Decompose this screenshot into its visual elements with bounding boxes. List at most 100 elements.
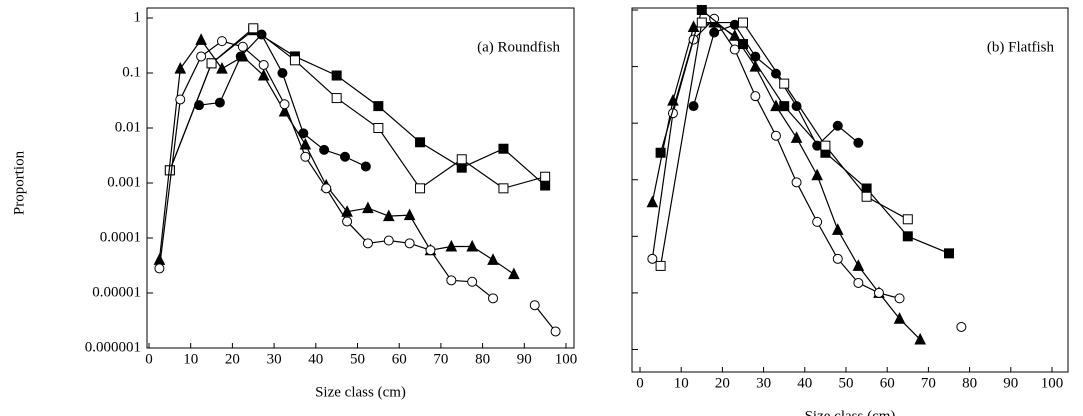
panel-title: (a) Roundfish xyxy=(477,39,560,55)
marker xyxy=(729,44,740,55)
x-tick-label: 70 xyxy=(921,375,936,391)
y-tick-label: 0.1 xyxy=(122,64,141,80)
x-tick-label: 0 xyxy=(636,375,644,391)
x-tick-label: 30 xyxy=(267,351,282,367)
x-tick-label: 50 xyxy=(350,351,365,367)
marker xyxy=(893,312,906,324)
marker xyxy=(750,91,761,102)
marker xyxy=(216,36,227,47)
marker xyxy=(383,235,394,246)
x-tick-label: 70 xyxy=(433,351,448,367)
x-tick-label: 80 xyxy=(475,351,490,367)
marker xyxy=(646,195,659,208)
marker xyxy=(647,253,658,264)
marker xyxy=(195,33,207,45)
marker xyxy=(339,151,350,162)
marker xyxy=(728,29,741,41)
x-tick-label: 90 xyxy=(517,351,532,367)
marker xyxy=(256,29,267,40)
marker xyxy=(861,183,872,194)
marker xyxy=(467,276,478,287)
x-tick-label: 30 xyxy=(756,375,771,391)
series-line xyxy=(660,8,950,254)
marker xyxy=(153,253,166,265)
marker xyxy=(277,68,288,78)
marker xyxy=(487,253,499,265)
x-tick-label: 80 xyxy=(962,375,977,391)
marker xyxy=(206,58,217,69)
marker xyxy=(729,19,740,30)
plot-frame xyxy=(631,7,1069,373)
marker xyxy=(446,275,457,286)
x-tick-label: 50 xyxy=(839,375,854,391)
series-line xyxy=(534,304,557,332)
marker xyxy=(770,99,782,112)
y-axis-label: Proportion xyxy=(11,150,27,215)
marker xyxy=(894,293,905,304)
marker xyxy=(770,68,781,79)
marker xyxy=(791,177,802,188)
marker xyxy=(832,253,843,264)
marker xyxy=(194,100,205,111)
marker xyxy=(403,208,416,221)
marker xyxy=(289,55,300,66)
marker xyxy=(750,51,761,62)
marker xyxy=(696,5,707,15)
marker xyxy=(902,214,913,225)
marker xyxy=(873,287,884,298)
series-line xyxy=(651,17,900,299)
marker xyxy=(415,183,426,194)
marker xyxy=(360,161,371,172)
x-tick-label: 60 xyxy=(880,375,895,391)
marker xyxy=(738,17,748,28)
marker xyxy=(373,123,384,133)
marker xyxy=(299,137,312,150)
x-tick-label: 20 xyxy=(225,351,240,367)
marker xyxy=(331,93,342,104)
x-tick-label: 20 xyxy=(715,375,730,391)
y-tick-label: 0.0001 xyxy=(100,229,141,245)
marker xyxy=(341,205,353,217)
x-tick-label: 40 xyxy=(797,375,812,391)
marker xyxy=(550,326,561,337)
panel: 0 10 20 30 40 50 60 70 80 90 100 Size class (cm) (b)… xyxy=(631,5,1069,416)
marker xyxy=(696,17,707,28)
marker xyxy=(779,101,790,112)
marker xyxy=(790,131,803,143)
plot-frame xyxy=(146,7,575,349)
marker xyxy=(508,267,520,280)
marker xyxy=(820,140,831,151)
marker xyxy=(214,97,225,108)
panel: 0 10 20 30 40 50 60 70 80 90 100 1 0.1 0.01 0.001 0.000… xyxy=(11,7,577,400)
marker xyxy=(738,39,748,50)
marker xyxy=(154,263,165,274)
marker xyxy=(216,62,228,74)
marker xyxy=(331,70,342,81)
y-tick-label: 0.001 xyxy=(107,174,141,190)
x-tick-label: 40 xyxy=(308,351,323,367)
marker xyxy=(944,248,954,259)
marker xyxy=(456,154,467,165)
marker xyxy=(258,59,269,70)
series-line xyxy=(158,40,494,299)
series-line xyxy=(660,21,909,267)
marker xyxy=(529,300,540,311)
marker xyxy=(279,99,290,110)
marker xyxy=(812,216,823,227)
x-tick-label: 0 xyxy=(145,351,153,367)
marker xyxy=(237,49,249,62)
x-tick-label: 10 xyxy=(183,351,198,367)
marker xyxy=(853,277,864,288)
marker xyxy=(342,216,353,227)
marker xyxy=(831,223,844,235)
marker xyxy=(902,231,913,242)
marker xyxy=(362,238,373,249)
marker xyxy=(425,245,436,256)
marker xyxy=(498,143,509,154)
marker xyxy=(373,101,384,112)
marker xyxy=(456,162,467,173)
marker xyxy=(257,68,270,81)
marker xyxy=(488,293,499,304)
series-line xyxy=(169,29,546,186)
